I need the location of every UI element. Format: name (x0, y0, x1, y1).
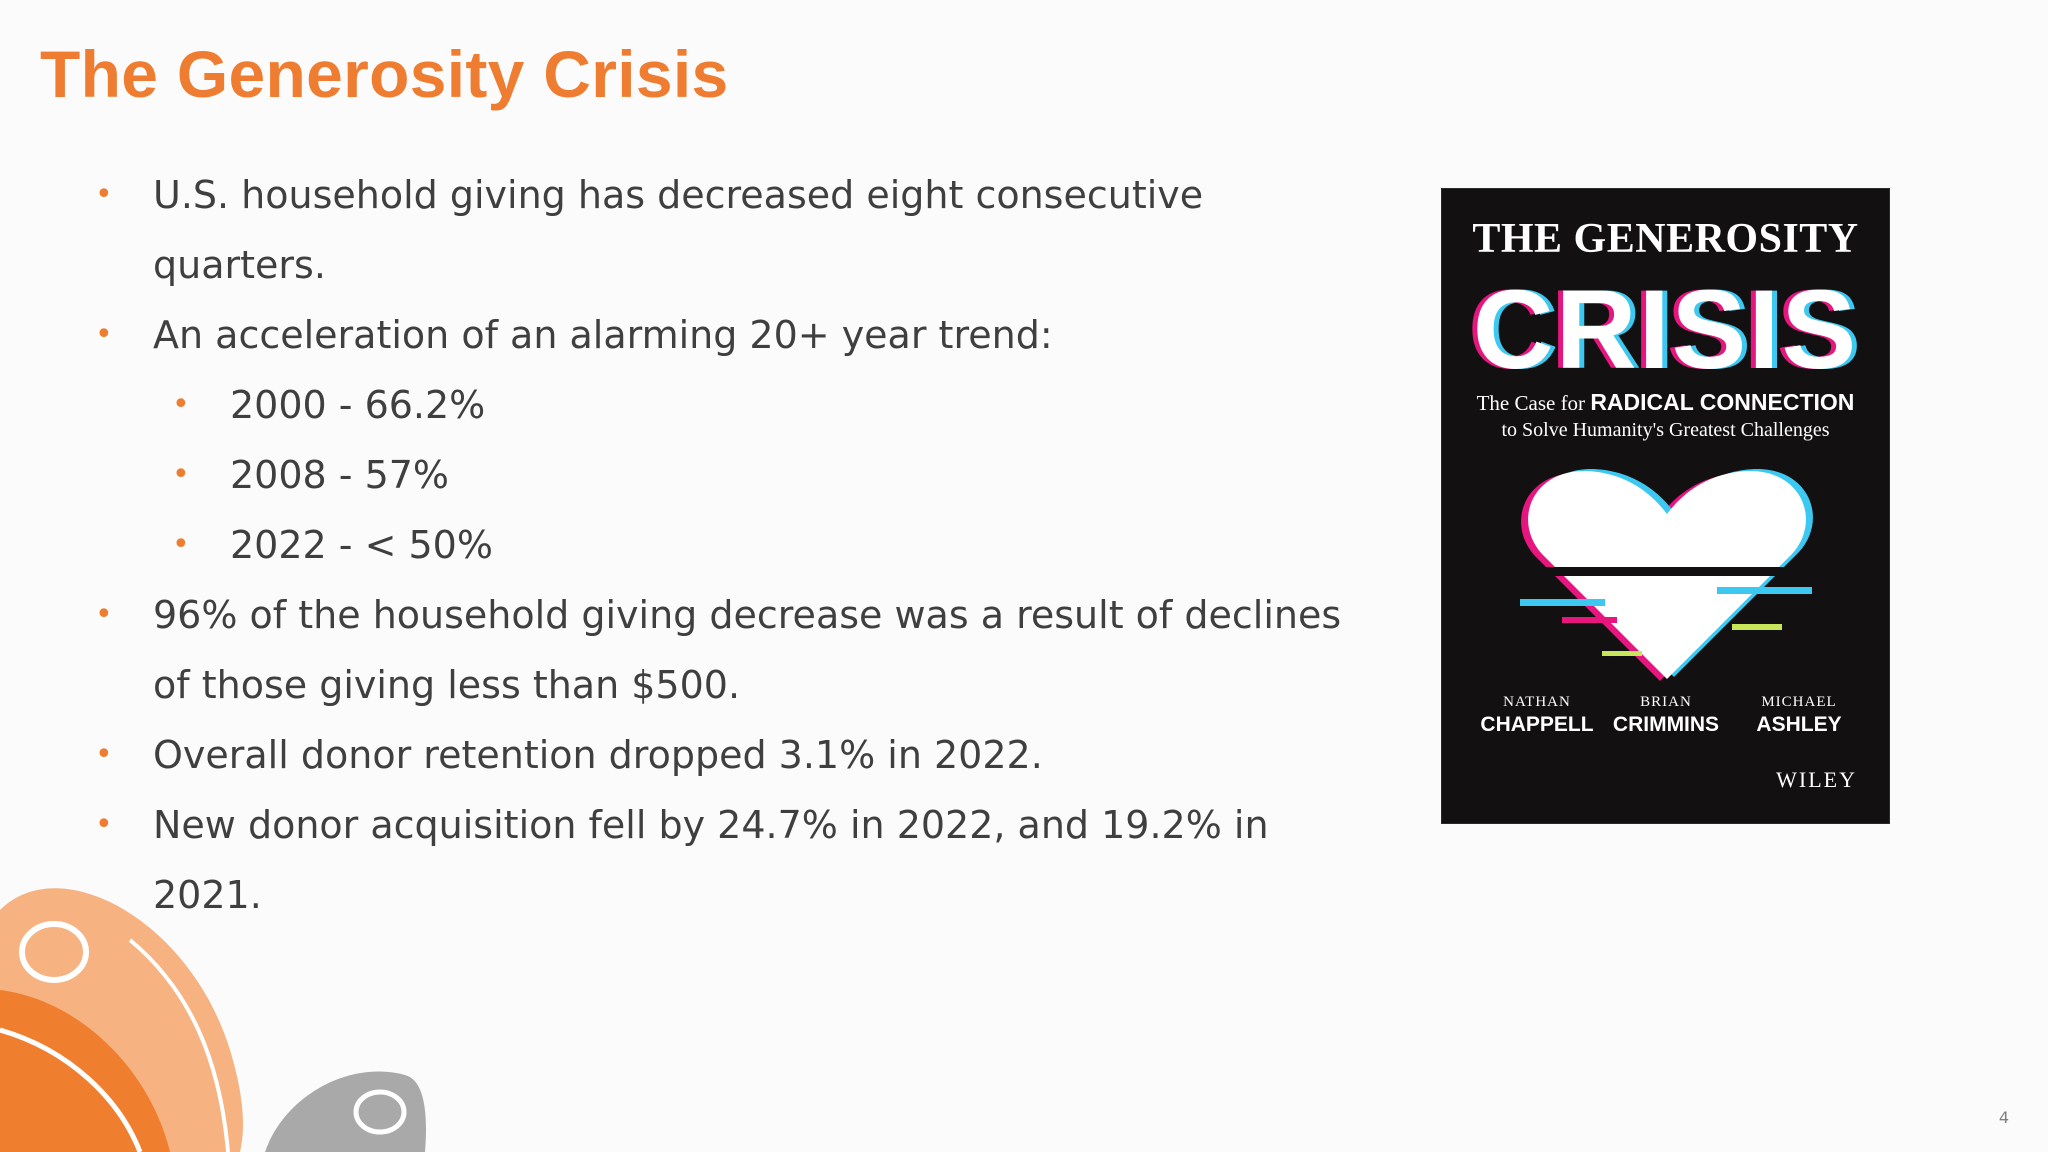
cover-subtitle-prefix: The Case for (1476, 391, 1591, 415)
cover-author: NATHAN CHAPPELL (1467, 694, 1607, 737)
cover-subtitle-strong: RADICAL CONNECTION (1590, 389, 1855, 415)
bullet-text: 2022 - < 50% (230, 523, 493, 567)
bullet-text: U.S. household giving has decreased eigh… (153, 173, 1204, 287)
bullet-item: • 96% of the household giving decrease w… (90, 580, 1380, 720)
bullet-item: • An acceleration of an alarming 20+ yea… (90, 300, 1380, 370)
bullet-dot-icon: • (95, 317, 113, 352)
glitch-heart-icon (1502, 468, 1832, 681)
bullet-text: An acceleration of an alarming 20+ year … (153, 313, 1053, 357)
bullet-item: • New donor acquisition fell by 24.7% in… (90, 790, 1380, 930)
cover-title-main: CRISIS (1472, 267, 1859, 392)
cover-subtitle-line2: to Solve Humanity's Greatest Challenges (1501, 419, 1830, 441)
author-first-name: MICHAEL (1761, 694, 1837, 710)
bullet-dot-icon: • (172, 387, 190, 422)
bullet-list: • U.S. household giving has decreased ei… (90, 160, 1380, 930)
bullet-dot-icon: • (95, 177, 113, 212)
cover-title-top: THE GENEROSITY (1472, 216, 1859, 262)
author-last-name: ASHLEY (1756, 713, 1842, 736)
cover-publisher: WILEY (1776, 767, 1857, 792)
bullet-text: Overall donor retention dropped 3.1% in … (153, 733, 1043, 777)
bullet-text: New donor acquisition fell by 24.7% in 2… (153, 803, 1269, 917)
book-cover-image: THE GENEROSITY CRISIS The Case for RADIC… (1442, 189, 1889, 823)
author-last-name: CRIMMINS (1612, 713, 1720, 736)
bullet-text: 96% of the household giving decrease was… (153, 593, 1342, 707)
decorative-leaves-icon (0, 888, 426, 1152)
bullet-dot-icon: • (172, 457, 190, 492)
author-first-name: BRIAN (1640, 694, 1692, 710)
bullet-item: • U.S. household giving has decreased ei… (90, 160, 1380, 300)
author-last-name: CHAPPELL (1480, 713, 1594, 736)
cover-author: BRIAN CRIMMINS (1596, 694, 1736, 737)
sub-bullet-item: • 2022 - < 50% (167, 510, 1380, 580)
cover-author: MICHAEL ASHLEY (1729, 694, 1869, 737)
page-number: 4 (1998, 1108, 2009, 1127)
bullet-text: 2008 - 57% (230, 453, 450, 497)
bullet-dot-icon: • (95, 597, 113, 632)
slide-title: The Generosity Crisis (40, 37, 729, 111)
sub-bullet-item: • 2000 - 66.2% (167, 370, 1380, 440)
cover-subtitle-line1: The Case for RADICAL CONNECTION (1442, 389, 1889, 416)
bullet-item: • Overall donor retention dropped 3.1% i… (90, 720, 1380, 790)
bullet-dot-icon: • (172, 527, 190, 562)
author-first-name: NATHAN (1503, 694, 1571, 710)
bullet-dot-icon: • (95, 807, 113, 842)
sub-bullet-item: • 2008 - 57% (167, 440, 1380, 510)
bullet-dot-icon: • (95, 737, 113, 772)
bullet-text: 2000 - 66.2% (230, 383, 486, 427)
